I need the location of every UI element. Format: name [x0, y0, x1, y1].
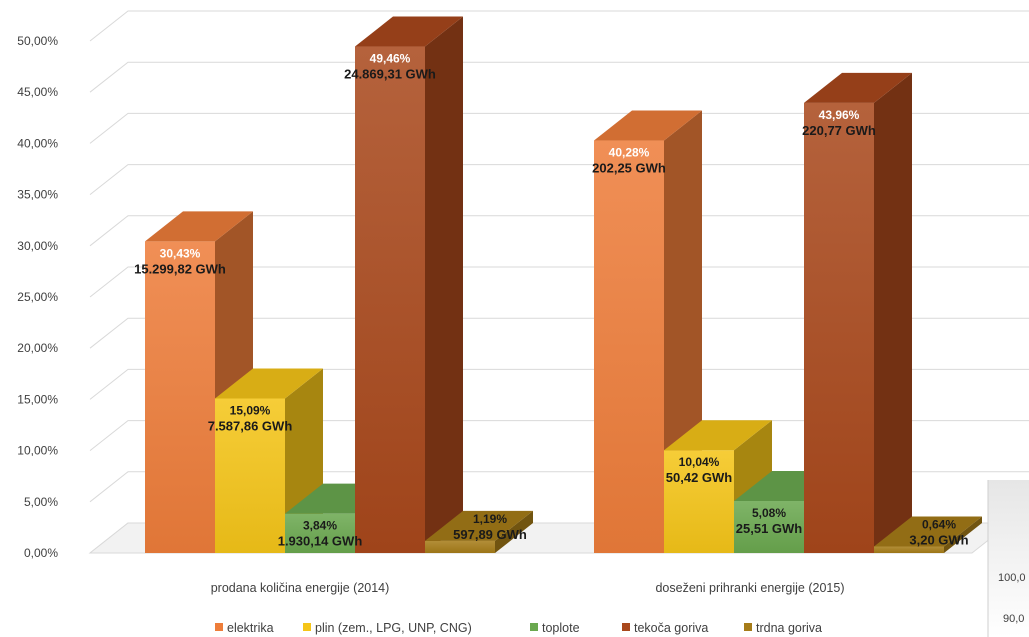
percent-label: 5,08%	[752, 506, 786, 520]
percent-label: 30,43%	[160, 246, 201, 260]
bar-front	[145, 241, 215, 554]
percent-label: 49,46%	[370, 52, 411, 66]
bar-side	[495, 510, 533, 553]
bar-front	[215, 398, 285, 553]
legend-label: trdna goriva	[756, 621, 822, 635]
bar-top	[215, 368, 323, 399]
bar-front	[664, 450, 734, 553]
bar	[425, 510, 533, 553]
gridline	[89, 317, 1029, 349]
bar	[215, 368, 323, 553]
legend-item: trdna goriva	[744, 621, 822, 635]
bar	[804, 72, 912, 553]
bar-side	[944, 516, 982, 553]
category-labels: prodana količina energije (2014) doseženi…	[211, 581, 845, 595]
percent-label: 10,04%	[679, 455, 720, 469]
data-labels: 30,43%15.299,82 GWh 15,09%7.587,86 GWh 3,8…	[134, 52, 969, 549]
y-tick-label: 10,00%	[17, 444, 58, 458]
bar-side	[425, 16, 463, 553]
gridline	[89, 215, 1029, 247]
bar-top	[664, 420, 772, 451]
bar	[664, 420, 772, 553]
category-label: doseženi prihranki energije (2015)	[655, 581, 844, 595]
bar	[355, 16, 463, 553]
bar-side	[874, 72, 912, 553]
y-tick-label: 30,00%	[17, 239, 58, 253]
legend-swatch	[744, 623, 752, 631]
y-tick-label: 50,00%	[17, 34, 58, 48]
legend: elektrika plin (zem., LPG, UNP, CNG) toplo…	[215, 621, 822, 635]
bar-front	[285, 513, 355, 553]
bar-top	[145, 211, 253, 242]
legend-label: elektrika	[227, 621, 274, 635]
gwh-label: 3,20 GWh	[909, 532, 968, 547]
bars	[145, 16, 982, 554]
gwh-label: 15.299,82 GWh	[134, 261, 226, 276]
y-tick-label: 5,00%	[24, 495, 58, 509]
gridline	[89, 368, 1029, 400]
legend-swatch	[215, 623, 223, 631]
y-tick-label: 15,00%	[17, 392, 58, 406]
bar-top	[874, 516, 982, 547]
bar-top	[425, 510, 533, 541]
legend-item: elektrika	[215, 621, 274, 635]
legend-label: toplote	[542, 621, 580, 635]
bar-front	[355, 46, 425, 553]
overlap-tick-label: 100,0	[998, 572, 1026, 584]
overlap-chart-frame	[988, 480, 1029, 637]
gridline	[89, 61, 1029, 93]
bar-front	[874, 546, 944, 553]
y-tick-label: 20,00%	[17, 341, 58, 355]
percent-label: 43,96%	[819, 108, 860, 122]
legend-label: plin (zem., LPG, UNP, CNG)	[315, 621, 472, 635]
gwh-label: 25,51 GWh	[736, 521, 803, 536]
y-tick-label: 0,00%	[24, 546, 58, 560]
y-tick-label: 35,00%	[17, 188, 58, 202]
gridline	[89, 164, 1029, 195]
percent-label: 15,09%	[230, 403, 271, 417]
bar-front	[804, 102, 874, 553]
overlap-tick-label: 90,0	[1003, 613, 1024, 625]
bar-front	[734, 500, 804, 553]
gridline	[89, 10, 1029, 42]
gwh-label: 50,42 GWh	[666, 470, 733, 485]
overlapping-chart-fragment: 100,0 90,0	[987, 480, 1029, 637]
gwh-label: 1.930,14 GWh	[278, 534, 363, 549]
bar-top	[355, 16, 463, 47]
bar	[874, 516, 982, 553]
legend-label: tekoča goriva	[634, 621, 708, 635]
gwh-label: 24.869,31 GWh	[344, 67, 436, 82]
grid-lines	[89, 10, 1029, 554]
y-tick-label: 45,00%	[17, 85, 58, 99]
bar-front	[594, 140, 664, 553]
gridline	[89, 266, 1029, 298]
legend-swatch	[530, 623, 538, 631]
bar-top	[594, 110, 702, 141]
y-axis-ticks: 0,00% 5,00% 10,00% 15,00% 20,00% 25,00% 30,00%…	[17, 34, 58, 560]
y-tick-label: 25,00%	[17, 290, 58, 304]
bar-front	[425, 540, 495, 553]
legend-swatch	[622, 623, 630, 631]
legend-item: toplote	[530, 621, 580, 635]
y-tick-label: 40,00%	[17, 136, 58, 150]
category-label: prodana količina energije (2014)	[211, 581, 390, 595]
percent-label: 3,84%	[303, 519, 337, 533]
gwh-label: 202,25 GWh	[592, 161, 666, 176]
percent-label: 1,19%	[473, 512, 507, 526]
gwh-label: 597,89 GWh	[453, 527, 527, 542]
bar	[594, 110, 702, 553]
gridline	[89, 112, 1029, 144]
gwh-label: 220,77 GWh	[802, 123, 876, 138]
legend-swatch	[303, 623, 311, 631]
bar-top	[804, 72, 912, 103]
gwh-label: 7.587,86 GWh	[208, 418, 293, 433]
percent-label: 0,64%	[922, 517, 956, 531]
legend-item: plin (zem., LPG, UNP, CNG)	[303, 621, 472, 635]
legend-item: tekoča goriva	[622, 621, 708, 635]
percent-label: 40,28%	[609, 146, 650, 160]
